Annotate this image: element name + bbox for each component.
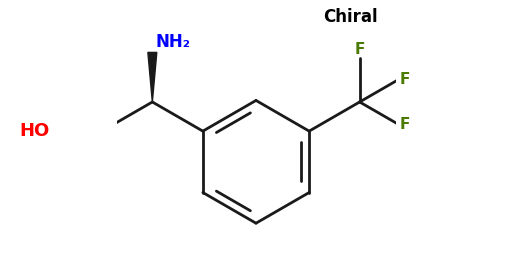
Text: HO: HO	[19, 122, 50, 140]
Polygon shape	[148, 52, 157, 102]
Text: NH₂: NH₂	[156, 33, 190, 51]
Text: F: F	[354, 42, 365, 57]
Text: F: F	[400, 117, 410, 132]
Text: F: F	[400, 72, 410, 87]
Text: Chiral: Chiral	[324, 8, 378, 27]
